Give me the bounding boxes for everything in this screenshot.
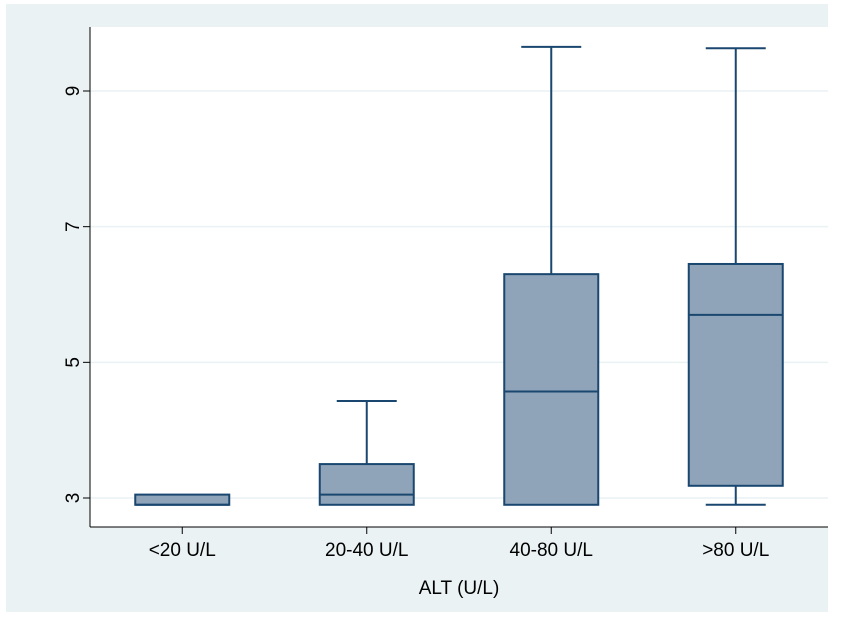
box-3 — [687, 47, 784, 506]
y-tick-label: 3 — [63, 493, 84, 504]
iqr-box — [134, 493, 231, 506]
y-tick-label: 9 — [63, 86, 84, 97]
boxes — [134, 45, 784, 506]
iqr-box — [687, 262, 784, 487]
x-tick-label: 40-80 U/L — [510, 540, 593, 561]
y-tick-label: 7 — [63, 221, 84, 232]
iqr-box — [503, 273, 600, 506]
box-0 — [134, 493, 231, 506]
x-tick-label: <20 U/L — [149, 540, 216, 561]
x-tick-label: >80 U/L — [702, 540, 769, 561]
box-2 — [503, 45, 600, 506]
x-axis-ticks: <20 U/L 20-40 U/L 40-80 U/L >80 U/L — [149, 527, 769, 561]
y-axis-ticks: 3 5 7 9 — [63, 86, 90, 504]
y-tick-label: 5 — [63, 357, 84, 368]
iqr-box — [318, 463, 415, 506]
x-tick-label: 20-40 U/L — [325, 540, 408, 561]
box-1 — [318, 399, 415, 506]
x-axis-label: ALT (U/L) — [419, 578, 500, 599]
